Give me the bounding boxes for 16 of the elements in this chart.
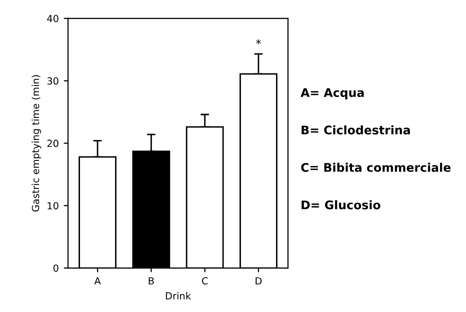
y-tick-label: 20 bbox=[47, 140, 58, 148]
x-axis-title: Drink bbox=[166, 292, 191, 300]
text: D= Glucosio bbox=[302, 200, 380, 210]
y-tick-label: 30 bbox=[47, 77, 58, 85]
y-tick-label: 0 bbox=[53, 264, 58, 272]
text: A= Acqua bbox=[300, 88, 364, 100]
x-tick-label: D bbox=[256, 277, 262, 284]
text: B= Ciclodestrina bbox=[302, 125, 410, 134]
y-tick-label: 10 bbox=[48, 202, 58, 210]
y-axis-title: Gastric emptying time (min) bbox=[32, 75, 42, 212]
x-tick-label: A bbox=[94, 277, 101, 284]
annotation: * bbox=[256, 39, 261, 44]
text: C= Bibita commerciale bbox=[301, 162, 451, 172]
x-tick-label: C bbox=[202, 277, 208, 285]
x-tick-label: B bbox=[148, 277, 154, 284]
y-tick-label: 40 bbox=[47, 14, 58, 22]
